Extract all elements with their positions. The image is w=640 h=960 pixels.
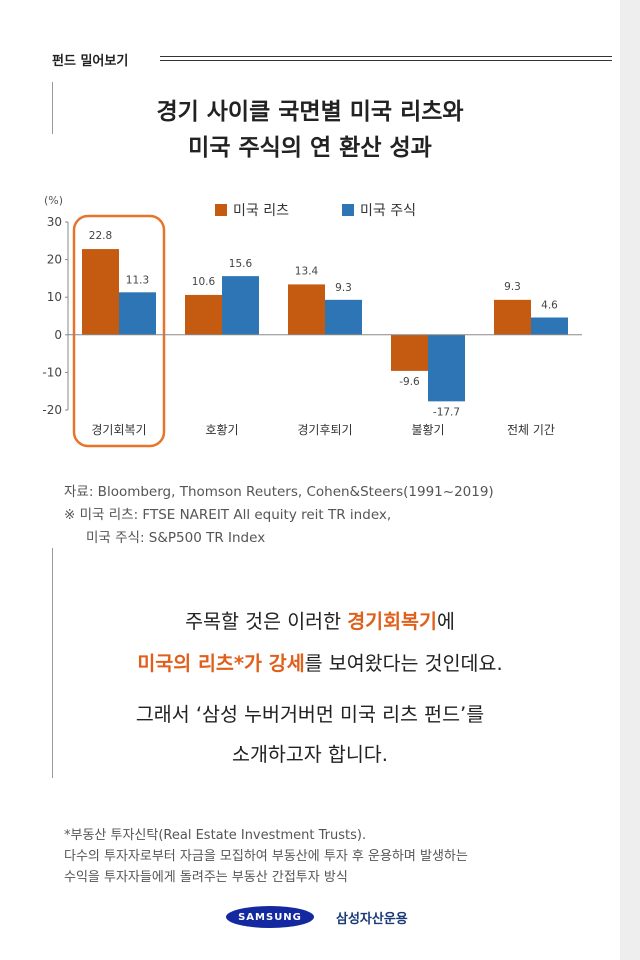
data-label: 15.6 xyxy=(229,258,253,270)
y-tick-label: -20 xyxy=(42,403,62,417)
body-highlight: 경기회복기 xyxy=(347,610,437,633)
bar xyxy=(82,249,119,335)
label-divider-top xyxy=(160,56,612,57)
body-paragraph-2: 미국의 리츠*가 강세를 보여왔다는 것인데요. xyxy=(0,647,640,676)
title-line-2: 미국 주식의 연 환산 성과 xyxy=(188,135,432,161)
bar xyxy=(494,299,531,335)
data-label: -9.6 xyxy=(399,376,420,388)
y-tick-label: 20 xyxy=(47,253,62,267)
data-label: -17.7 xyxy=(433,406,460,418)
left-accent-line-top xyxy=(52,82,53,134)
legend-swatch xyxy=(215,204,227,216)
bar xyxy=(325,299,362,335)
x-tick-label: 경기후퇴기 xyxy=(297,423,352,437)
highlight-box xyxy=(72,214,166,448)
data-label: 13.4 xyxy=(295,265,319,277)
y-tick-label: 0 xyxy=(54,328,62,342)
data-label: 9.3 xyxy=(335,282,352,294)
x-tick-label: 전체 기간 xyxy=(507,423,555,437)
y-tick-label: 10 xyxy=(47,290,62,304)
bar xyxy=(185,294,222,335)
x-tick-label: 불황기 xyxy=(411,423,444,437)
body-paragraph-3: 그래서 ‘삼성 누버거버먼 미국 리츠 펀드’를 xyxy=(135,703,485,726)
samsung-logo: SAMSUNG xyxy=(226,906,314,928)
source-line-1: 자료: Bloomberg, Thomson Reuters, Cohen&St… xyxy=(64,484,494,500)
legend-swatch xyxy=(342,204,354,216)
footnote-line-2: 다수의 투자자로부터 자금을 모집하여 부동산에 투자 후 운용하며 발생하는 xyxy=(64,849,468,864)
legend-label: 미국 리츠 xyxy=(233,203,289,219)
bar xyxy=(428,334,465,402)
y-tick-label: -10 xyxy=(42,365,62,379)
body-text: 를 보여왔다는 것인데요. xyxy=(304,652,503,675)
legend-label: 미국 주식 xyxy=(360,203,416,219)
y-tick-label: 30 xyxy=(47,215,62,229)
data-label: 22.8 xyxy=(89,230,112,242)
data-label: 11.3 xyxy=(126,274,149,286)
body-paragraph-4: 소개하고자 합니다. xyxy=(232,743,388,766)
x-tick-label: 호황기 xyxy=(205,423,238,437)
data-label: 9.3 xyxy=(504,281,521,293)
data-label: 10.6 xyxy=(192,276,216,288)
bar xyxy=(531,317,568,335)
bar xyxy=(288,284,325,335)
source-line-2: ※ 미국 리츠: FTSE NAREIT All equity reit TR … xyxy=(64,507,392,523)
bar xyxy=(391,334,428,371)
body-text: 주목할 것은 이러한 xyxy=(185,610,348,633)
bar xyxy=(222,276,259,335)
left-accent-line-middle xyxy=(52,548,53,778)
body-text: 에 xyxy=(436,610,455,633)
x-tick-label: 경기회복기 xyxy=(91,423,146,437)
footnote-line-3: 수익을 투자자들에게 돌려주는 부동산 간접투자 방식 xyxy=(64,870,348,885)
title-line-1: 경기 사이클 국면별 미국 리츠와 xyxy=(156,99,464,125)
company-logo-text: 삼성자산운용 xyxy=(336,912,408,927)
source-line-3: 미국 주식: S&P500 TR Index xyxy=(86,530,266,546)
body-paragraph-1: 주목할 것은 이러한 경기회복기에 xyxy=(0,605,640,634)
bar-chart: (%) 30 20 10 0 -10 -20 미국 리츠 미국 주식 22.8 11.3 경기회복기 1… xyxy=(42,194,582,448)
bar xyxy=(119,292,156,335)
section-label: 펀드 밀어보기 xyxy=(52,54,129,69)
right-edge-strip xyxy=(620,0,640,960)
y-axis-label: (%) xyxy=(44,194,63,207)
body-highlight: 미국의 리츠*가 강세 xyxy=(137,652,305,675)
footnote-line-1: *부동산 투자신탁(Real Estate Investment Trusts)… xyxy=(64,828,367,843)
label-divider-bottom xyxy=(160,60,612,61)
data-label: 4.6 xyxy=(541,300,558,312)
